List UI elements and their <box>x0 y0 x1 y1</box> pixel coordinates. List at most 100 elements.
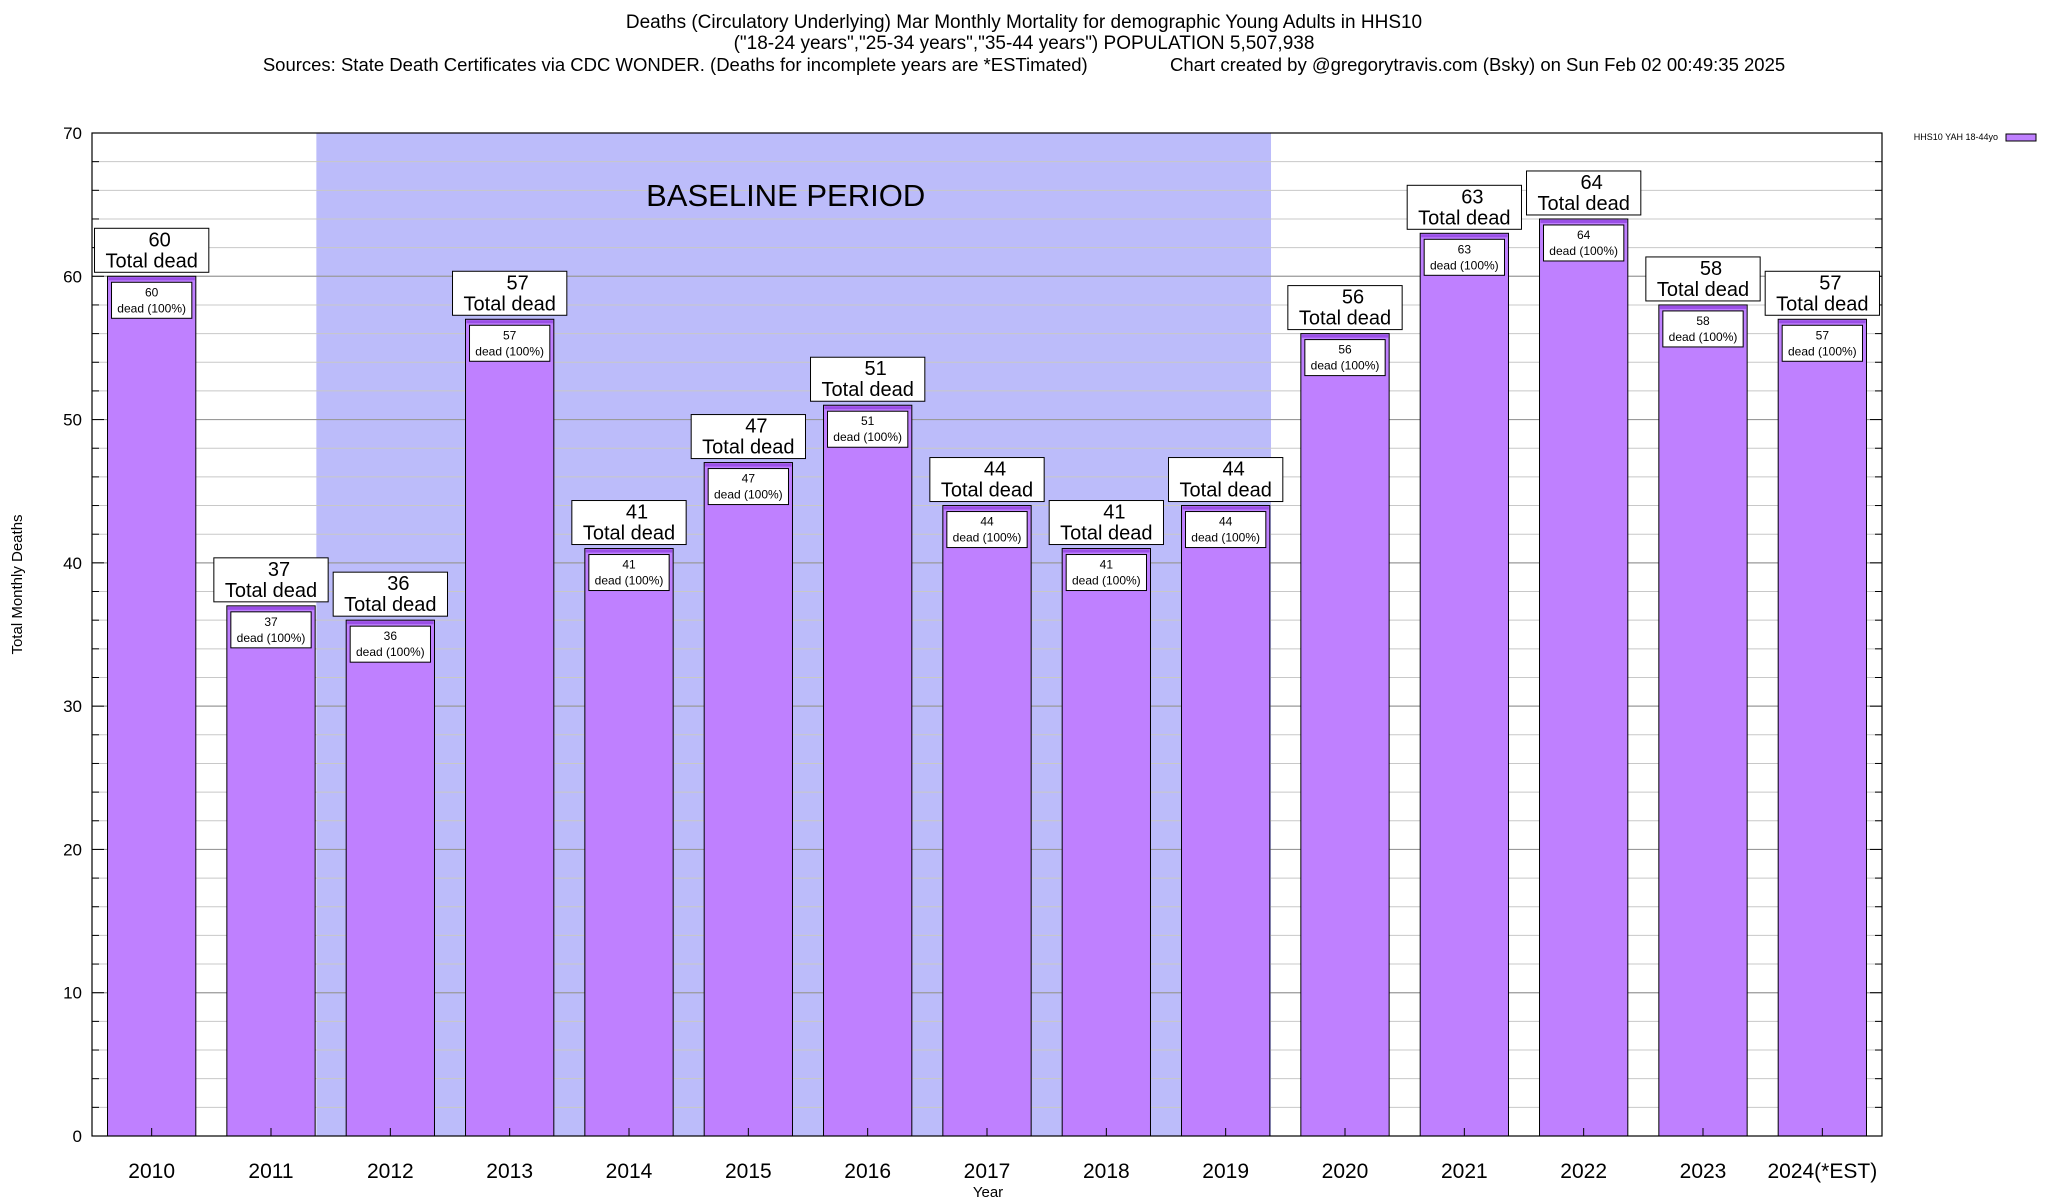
total-label-box <box>1764 270 1880 316</box>
inner-label-value: 57 <box>503 328 517 342</box>
total-label-text: Total dead <box>1180 480 1272 502</box>
total-label-value: 64 <box>1581 172 1603 194</box>
inner-label-value: 44 <box>980 515 994 529</box>
inner-label-box <box>1662 310 1744 348</box>
inner-label-text: dead (100%) <box>953 531 1022 545</box>
total-label-text: Total dead <box>1060 523 1152 545</box>
bar-top-2018 <box>1063 549 1150 553</box>
total-label-text: Total dead <box>702 437 794 459</box>
total-label-value: 37 <box>268 559 290 581</box>
inner-label-value: 36 <box>384 629 398 643</box>
bar-top-2022 <box>1540 219 1627 223</box>
x-tick-label: 2018 <box>1083 1160 1130 1183</box>
inner-label-box <box>588 554 670 592</box>
bar-top-2024(*EST) <box>1779 320 1866 324</box>
x-tick-label: 2024(*EST) <box>1767 1160 1877 1183</box>
plot-frame <box>91 132 1883 1137</box>
y-tick-label: 70 <box>63 124 82 143</box>
inner-label-value: 44 <box>1219 515 1233 529</box>
total-label-box <box>1526 170 1642 216</box>
inner-label-value: 41 <box>1100 558 1114 572</box>
inner-label-text: dead (100%) <box>1072 574 1141 588</box>
y-axis-label: Total Monthly Deaths <box>9 514 26 654</box>
x-tick-label: 2013 <box>486 1160 533 1183</box>
total-label-box <box>213 557 329 603</box>
bar-top-2011 <box>227 606 315 610</box>
inner-label-value: 47 <box>742 472 756 486</box>
total-label-value: 47 <box>745 416 767 438</box>
inner-label-box <box>946 511 1028 549</box>
legend-swatch <box>2005 133 2037 142</box>
x-tick-label: 2012 <box>367 1160 414 1183</box>
bar-2016 <box>823 404 913 1137</box>
total-label-text: Total dead <box>1657 279 1749 301</box>
inner-label-value: 51 <box>861 414 875 428</box>
bar-top-2010 <box>108 277 195 281</box>
x-tick-label: 2017 <box>964 1160 1011 1183</box>
bar-2018 <box>1061 548 1151 1137</box>
inner-label-value: 60 <box>145 285 159 299</box>
total-label-box <box>94 227 210 273</box>
bar-top-2012 <box>347 621 434 625</box>
x-axis-label: Year <box>973 1184 1003 1200</box>
inner-label-box <box>707 468 789 506</box>
inner-label-box <box>230 611 312 649</box>
inner-label-value: 56 <box>1338 343 1352 357</box>
total-label-box <box>1168 457 1284 503</box>
bar-2015 <box>703 462 793 1137</box>
bar-2024(*EST) <box>1777 318 1867 1137</box>
inner-label-text: dead (100%) <box>1549 244 1618 258</box>
x-tick-label: 2022 <box>1560 1160 1607 1183</box>
total-label-value: 51 <box>865 358 887 380</box>
inner-label-value: 57 <box>1816 328 1830 342</box>
inner-label-value: 37 <box>264 615 278 629</box>
total-label-text: Total dead <box>106 250 198 272</box>
inner-label-box <box>1423 238 1505 276</box>
total-label-value: 44 <box>984 459 1006 481</box>
bar-2019 <box>1181 505 1271 1137</box>
total-label-box <box>1048 500 1164 546</box>
total-label-box <box>1645 256 1761 302</box>
x-tick-label: 2015 <box>725 1160 772 1183</box>
bar-top-2014 <box>585 549 673 553</box>
inner-label-value: 63 <box>1458 242 1472 256</box>
inner-label-box <box>1543 224 1625 262</box>
y-tick-label: 60 <box>63 267 82 286</box>
bar-2010 <box>107 275 197 1137</box>
inner-label-box <box>1185 511 1267 549</box>
inner-label-text: dead (100%) <box>1430 258 1499 272</box>
inner-label-box <box>1065 554 1147 592</box>
inner-label-box <box>111 281 193 319</box>
total-label-text: Total dead <box>464 293 556 315</box>
inner-label-text: dead (100%) <box>833 430 902 444</box>
bar-top-2023 <box>1659 305 1747 309</box>
bar-top-2016 <box>824 406 911 410</box>
bar-2013 <box>465 318 555 1137</box>
y-tick-label: 20 <box>63 840 82 859</box>
inner-label-text: dead (100%) <box>1669 330 1738 344</box>
bar-top-2015 <box>705 463 792 467</box>
x-tick-label: 2011 <box>248 1160 293 1183</box>
x-tick-label: 2010 <box>128 1160 175 1183</box>
total-label-box <box>929 457 1045 503</box>
y-tick-label: 10 <box>63 984 82 1003</box>
y-tick-label: 50 <box>63 411 82 430</box>
bar-top-2013 <box>466 320 553 324</box>
inner-label-value: 64 <box>1577 228 1591 242</box>
total-label-text: Total dead <box>822 379 914 401</box>
x-tick-label: 2019 <box>1202 1160 1249 1183</box>
bar-2020 <box>1300 333 1390 1137</box>
bar-2017 <box>942 505 1032 1137</box>
inner-label-text: dead (100%) <box>237 631 306 645</box>
bar-2021 <box>1419 232 1509 1137</box>
inner-label-value: 41 <box>622 558 636 572</box>
inner-label-box <box>1304 339 1386 377</box>
legend-label: HHS10 YAH 18-44yo <box>1914 132 1998 142</box>
bar-top-2021 <box>1421 234 1508 238</box>
total-label-value: 44 <box>1223 459 1245 481</box>
inner-label-text: dead (100%) <box>595 574 664 588</box>
inner-label-text: dead (100%) <box>356 645 425 659</box>
bar-2022 <box>1539 218 1629 1137</box>
total-label-value: 36 <box>387 573 409 595</box>
